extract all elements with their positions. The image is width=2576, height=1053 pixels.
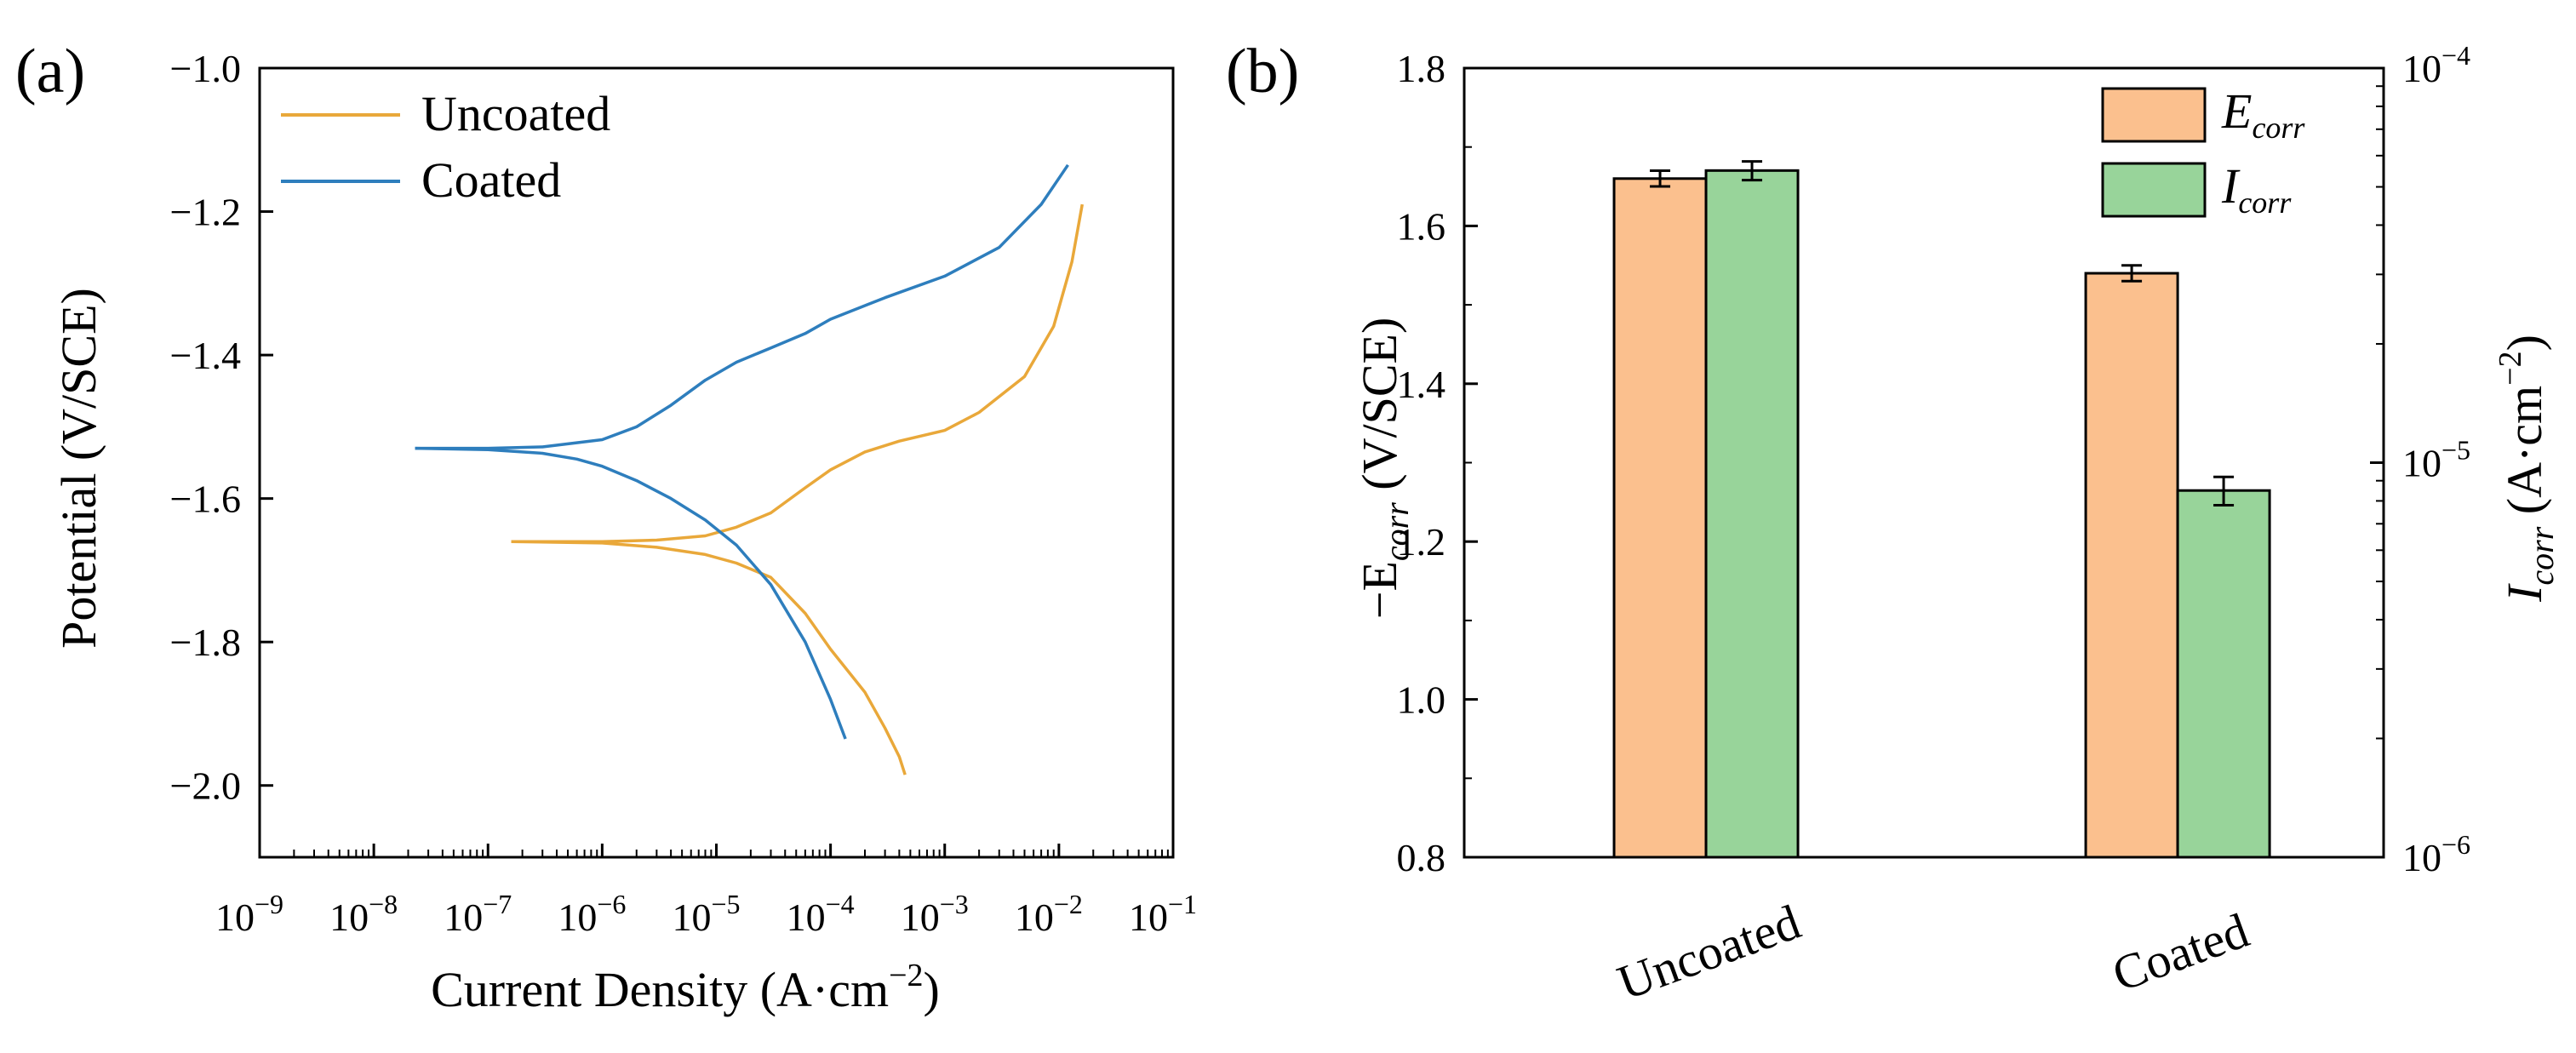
right-y-tick-label: 10−4 — [2402, 40, 2470, 90]
error-bar-icorr-uncoated — [1742, 160, 1763, 182]
x-tick-label: 10−9 — [215, 889, 283, 939]
legend-entry: Coated — [421, 152, 561, 208]
y-tick-label: −2.0 — [170, 764, 241, 808]
right-y-tick-label: 10−5 — [2402, 435, 2470, 485]
bar-icorr-coated — [2176, 489, 2271, 859]
right-y-tick-label: 10−6 — [2402, 829, 2470, 879]
panel-a-x-axis-label: Current Density (A·cm−2) — [431, 958, 940, 1017]
bar-icorr-uncoated — [1704, 169, 1800, 859]
panel-b-label: (b) — [1226, 37, 1299, 106]
panel-a-label: (a) — [15, 37, 85, 106]
series-line-coated-anodic — [415, 163, 1069, 450]
x-tick-label: 10−3 — [901, 889, 969, 939]
x-category-label: Uncoated — [1611, 894, 1807, 1010]
x-tick-label: 10−1 — [1129, 889, 1197, 939]
panel-b-left-y-axis-label: −Ecorr (V/SCE) — [1352, 318, 1416, 620]
legend-entry: Uncoated — [421, 86, 610, 141]
error-bar-icorr-coated — [2213, 475, 2235, 507]
panel-b-legend: Ecorr Icorr — [2101, 83, 2305, 220]
panel-a-y-axis-label: Potential (V/SCE) — [51, 288, 106, 649]
bar-ecorr-uncoated — [1612, 177, 1708, 859]
legend-entry: Icorr — [2221, 158, 2292, 220]
x-category-label: Coated — [2105, 902, 2256, 1002]
legend-swatch — [2101, 162, 2207, 218]
panel-b: (b) −Ecorr (V/SCE) Icorr (A·cm−2) 0.8 1.0… — [1226, 37, 2561, 1010]
legend-swatch — [2101, 87, 2207, 143]
left-y-tick-label: 1.6 — [1397, 204, 1446, 248]
x-tick-label: 10−7 — [444, 889, 512, 939]
series-line-uncoated-anodic — [511, 203, 1085, 543]
y-tick-label: −1.4 — [170, 334, 241, 377]
bar-ecorr-coated — [2084, 272, 2179, 859]
error-bar-ecorr-uncoated — [1650, 169, 1671, 188]
panel-a-plot-frame — [258, 66, 1175, 859]
legend-entry: Ecorr — [2221, 83, 2305, 145]
series-line-uncoated-cathodic — [511, 540, 907, 775]
left-y-tick-label: 1.4 — [1397, 363, 1446, 406]
error-bar-ecorr-coated — [2121, 264, 2143, 283]
series-line-coated-cathodic — [415, 446, 847, 740]
panel-a-legend: Uncoated Coated — [281, 86, 610, 208]
panel-a: (a) Potential (V/SCE) Current Density (A… — [15, 37, 1197, 1017]
x-tick-label: 10−8 — [329, 889, 398, 939]
x-tick-label: 10−5 — [672, 889, 740, 939]
left-y-tick-label: 1.0 — [1397, 678, 1446, 722]
y-tick-label: −1.6 — [170, 478, 241, 521]
y-tick-label: −1.8 — [170, 621, 241, 664]
y-tick-label: −1.0 — [170, 47, 241, 90]
x-tick-label: 10−6 — [558, 889, 626, 939]
x-tick-label: 10−2 — [1015, 889, 1083, 939]
x-tick-label: 10−4 — [787, 889, 855, 939]
panel-b-right-y-axis-label: Icorr (A·cm−2) — [2493, 335, 2561, 603]
y-tick-label: −1.2 — [170, 191, 241, 234]
left-y-tick-label: 1.2 — [1397, 520, 1446, 564]
left-y-tick-label: 1.8 — [1397, 47, 1446, 90]
left-y-tick-label: 0.8 — [1397, 836, 1446, 879]
